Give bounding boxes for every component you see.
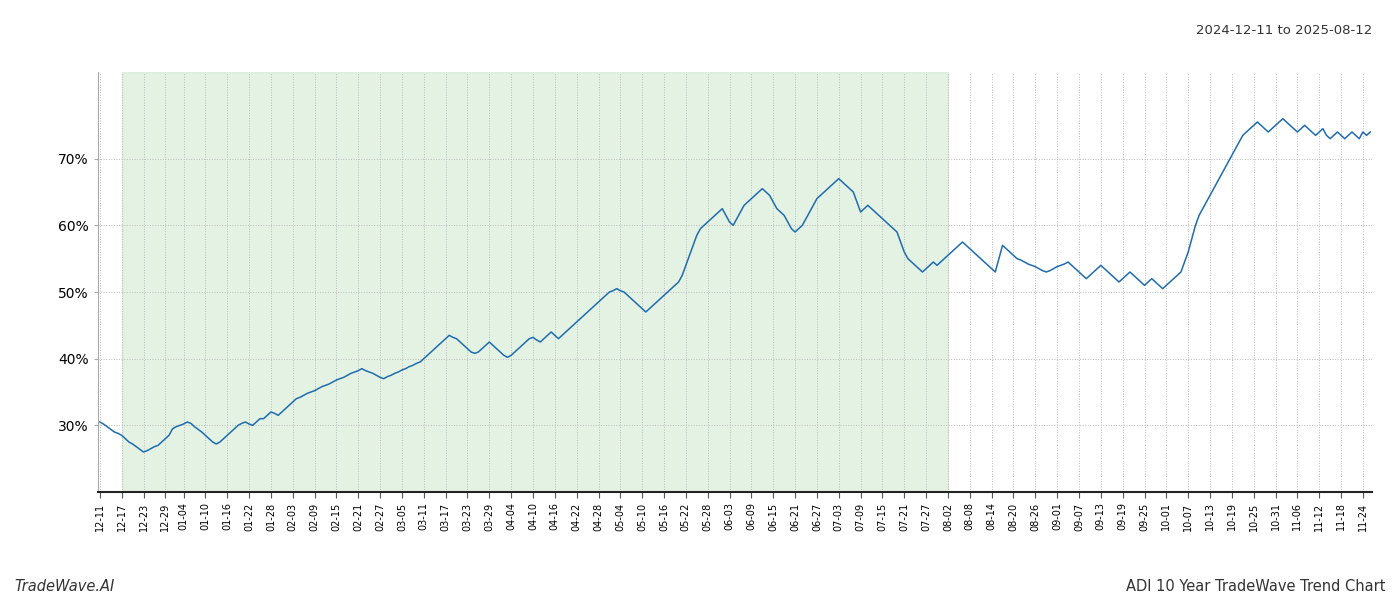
Bar [122, 72, 948, 492]
Text: 2024-12-11 to 2025-08-12: 2024-12-11 to 2025-08-12 [1196, 24, 1372, 37]
Text: ADI 10 Year TradeWave Trend Chart: ADI 10 Year TradeWave Trend Chart [1127, 579, 1386, 594]
Text: TradeWave.AI: TradeWave.AI [14, 579, 115, 594]
